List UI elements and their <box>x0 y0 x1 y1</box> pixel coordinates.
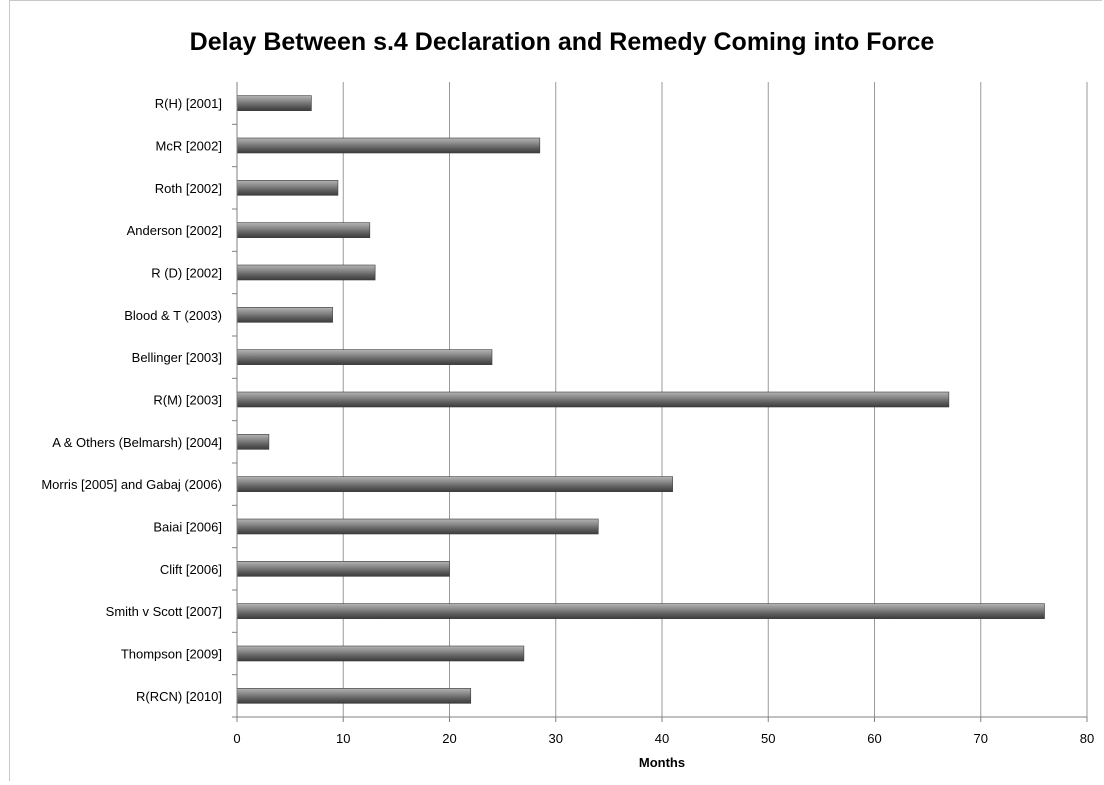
bars <box>236 95 1045 704</box>
bar <box>236 645 525 662</box>
category-label: McR [2002] <box>156 139 222 154</box>
bar <box>236 349 493 365</box>
category-label: Morris [2005] and Gabaj (2006) <box>41 477 222 492</box>
category-label: Thompson [2009] <box>121 647 222 662</box>
x-tick-label: 80 <box>1080 731 1094 746</box>
category-label: R (D) [2002] <box>151 266 222 281</box>
chart-title: Delay Between s.4 Declaration and Remedy… <box>189 28 935 56</box>
bar <box>236 95 312 111</box>
chart-frame <box>9 0 1102 781</box>
category-labels: R(H) [2001] McR [2002] Roth [2002] Anderson… <box>41 96 222 704</box>
category-label: R(H) [2001] <box>155 96 222 111</box>
category-label: Bellinger [2003] <box>132 350 222 365</box>
bar <box>236 222 371 238</box>
category-label: Smith v Scott [2007] <box>106 604 222 619</box>
x-tick-label: 0 <box>233 731 240 746</box>
bar <box>236 180 339 196</box>
x-tick-label: 60 <box>867 731 881 746</box>
bar <box>236 391 950 408</box>
x-tick-label: 40 <box>655 731 669 746</box>
category-label: Anderson [2002] <box>127 223 222 238</box>
x-tick-label: 20 <box>442 731 456 746</box>
bar <box>236 307 333 323</box>
category-label: Clift [2006] <box>160 562 222 577</box>
category-label: R(RCN) [2010] <box>136 689 222 704</box>
bar <box>236 603 1045 619</box>
bar <box>236 476 673 492</box>
category-label: Baiai [2006] <box>153 520 222 535</box>
bar <box>236 434 270 450</box>
category-label: R(M) [2003] <box>153 393 222 408</box>
bar <box>236 264 376 281</box>
category-label: Roth [2002] <box>155 181 222 196</box>
axes <box>236 82 1087 718</box>
x-tick-labels: 0 10 20 30 40 50 60 70 80 <box>233 731 1094 746</box>
category-label: A & Others (Belmarsh) [2004] <box>52 435 222 450</box>
x-tick-label: 10 <box>336 731 350 746</box>
bar <box>236 561 450 577</box>
x-tick-label: 70 <box>974 731 988 746</box>
x-axis-title: Months <box>639 755 685 770</box>
category-label: Blood & T (2003) <box>124 308 222 323</box>
bar <box>236 688 472 704</box>
bar <box>236 518 599 535</box>
x-tick-label: 50 <box>761 731 775 746</box>
bar <box>236 137 541 154</box>
x-tick-label: 30 <box>549 731 563 746</box>
